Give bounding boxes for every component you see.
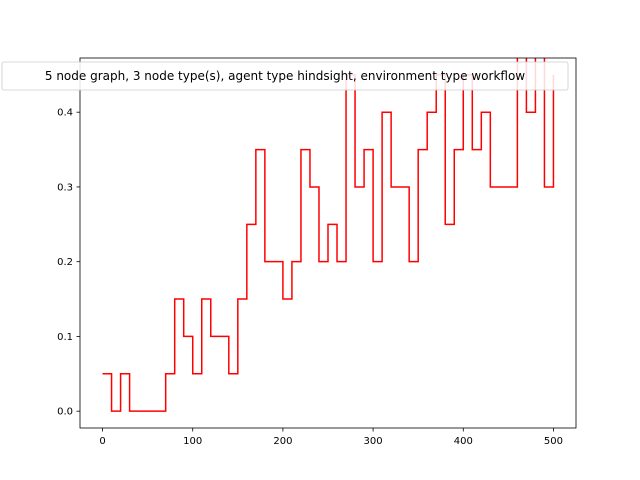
x-tick-label: 100 (183, 436, 202, 447)
y-axis: 0.0 0.1 0.2 0.3 0.4 (57, 108, 80, 418)
plot-frame (79, 57, 577, 429)
x-axis: 0 100 200 300 400 500 (99, 428, 563, 447)
y-tick-label: 0.3 (57, 182, 73, 193)
y-tick-label: 0.4 (57, 108, 73, 119)
y-tick-label: 0.1 (57, 332, 73, 343)
x-tick-label: 400 (454, 436, 473, 447)
x-tick-label: 200 (273, 436, 292, 447)
x-tick-label: 300 (364, 436, 383, 447)
y-tick-label: 0.2 (57, 257, 73, 268)
series-line (102, 58, 555, 412)
series-layer (102, 58, 555, 412)
legend-entry: 5 node graph, 3 node type(s), agent type… (45, 69, 525, 83)
y-tick-label: 0.0 (57, 407, 73, 418)
x-tick-label: 0 (99, 436, 105, 447)
legend: 5 node graph, 3 node type(s), agent type… (1, 61, 569, 91)
legend-box (1, 61, 569, 91)
x-tick-label: 500 (544, 436, 563, 447)
